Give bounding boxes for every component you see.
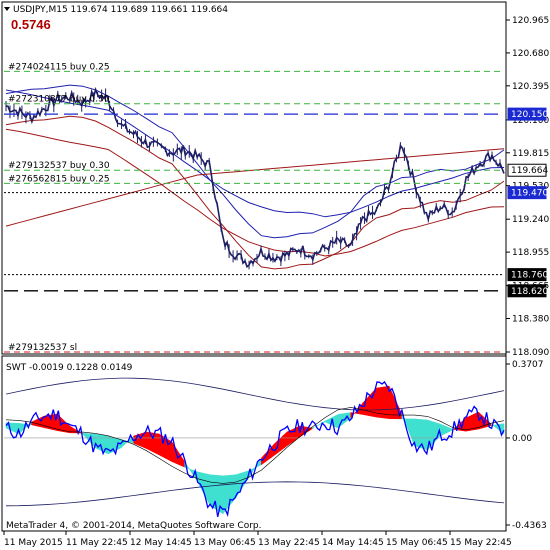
time-tick-label: 13 May 22:45 — [258, 538, 320, 548]
price-tag — [507, 186, 547, 200]
price-tag-label: 119.664 — [511, 166, 548, 176]
indicator-axis: 0.3707 0.00 -0.4363 — [506, 360, 547, 531]
indicator-tick-label: 0.00 — [512, 434, 532, 444]
dropdown-triangle-icon[interactable] — [4, 7, 10, 11]
red-band-lower — [5, 128, 505, 257]
order-label: #272310877 buy 0.30 — [8, 95, 110, 105]
price-tag — [507, 107, 547, 121]
symbol-quote-line: USDJPY,M15 119.674 119.689 119.661 119.6… — [13, 5, 228, 15]
price-panel[interactable] — [1, 1, 507, 355]
time-tick-label: 15 May 22:45 — [450, 538, 512, 548]
time-tick-label: 14 May 14:45 — [322, 538, 384, 548]
price-tick-label: 120.965 — [512, 16, 549, 26]
time-axis: 11 May 2015 11 May 22:45 12 May 14:45 13 Ma… — [3, 531, 512, 548]
blue-band-fast — [5, 84, 505, 239]
order-label: #276562815 buy 0.25 — [8, 174, 110, 184]
order-label: #279132537 buy 0.30 — [8, 161, 110, 171]
copyright-footer: MetaTrader 4, © 2001-2014, MetaQuotes So… — [6, 521, 262, 531]
price-line — [5, 86, 505, 269]
price-tag — [507, 163, 547, 177]
time-tick-label: 11 May 22:45 — [66, 538, 128, 548]
chart-header: USDJPY,M15 119.674 119.689 119.661 119.6… — [4, 5, 228, 32]
price-tick-label: 119.240 — [512, 215, 549, 225]
order-lines: #274024115 buy 0.25 #272310877 buy 0.30 #2… — [4, 62, 504, 353]
time-tick-label: 12 May 14:45 — [130, 538, 192, 548]
time-tick-label: 15 May 06:45 — [386, 538, 448, 548]
order-label: #279132537 sl — [8, 343, 77, 353]
price-tag — [507, 268, 547, 282]
profit-label: 0.5746 — [11, 17, 51, 32]
price-tick-label: 118.380 — [512, 315, 549, 325]
order-label: #274024115 buy 0.25 — [8, 62, 110, 72]
price-tick-label: 120.100 — [512, 116, 549, 126]
price-tag — [507, 284, 547, 298]
price-tick-label: 120.680 — [512, 49, 549, 59]
price-tag-label: 120.150 — [511, 110, 548, 120]
time-tick-label: 13 May 06:45 — [194, 538, 256, 548]
price-tag-label: 118.760 — [511, 271, 548, 281]
price-tags: 120.150 119.664 119.470 118.760 118.620 — [507, 107, 548, 298]
indicator-label: SWT -0.0019 0.1228 0.0149 — [6, 363, 133, 373]
time-tick-label: 11 May 2015 — [4, 538, 63, 548]
red-band-fast — [5, 115, 505, 270]
price-series — [5, 84, 505, 270]
swt-main-line — [5, 380, 505, 517]
price-tick-label: 120.395 — [512, 82, 549, 92]
indicator-tick-label: 0.3707 — [512, 360, 544, 370]
swt-lower-envelope — [5, 481, 505, 507]
price-tick-label: 118.090 — [512, 348, 549, 358]
price-tag-label: 118.620 — [511, 287, 548, 297]
swt-upper-envelope — [5, 377, 505, 411]
indicator-tick-label: -0.4363 — [512, 521, 547, 531]
price-tick-label: 118.955 — [512, 248, 549, 258]
price-tick-label: 119.815 — [512, 149, 549, 159]
swt-signal-line — [5, 407, 505, 484]
blue-band-upper — [5, 89, 505, 218]
price-tag-label: 119.470 — [511, 189, 548, 199]
swt-indicator — [4, 377, 505, 517]
